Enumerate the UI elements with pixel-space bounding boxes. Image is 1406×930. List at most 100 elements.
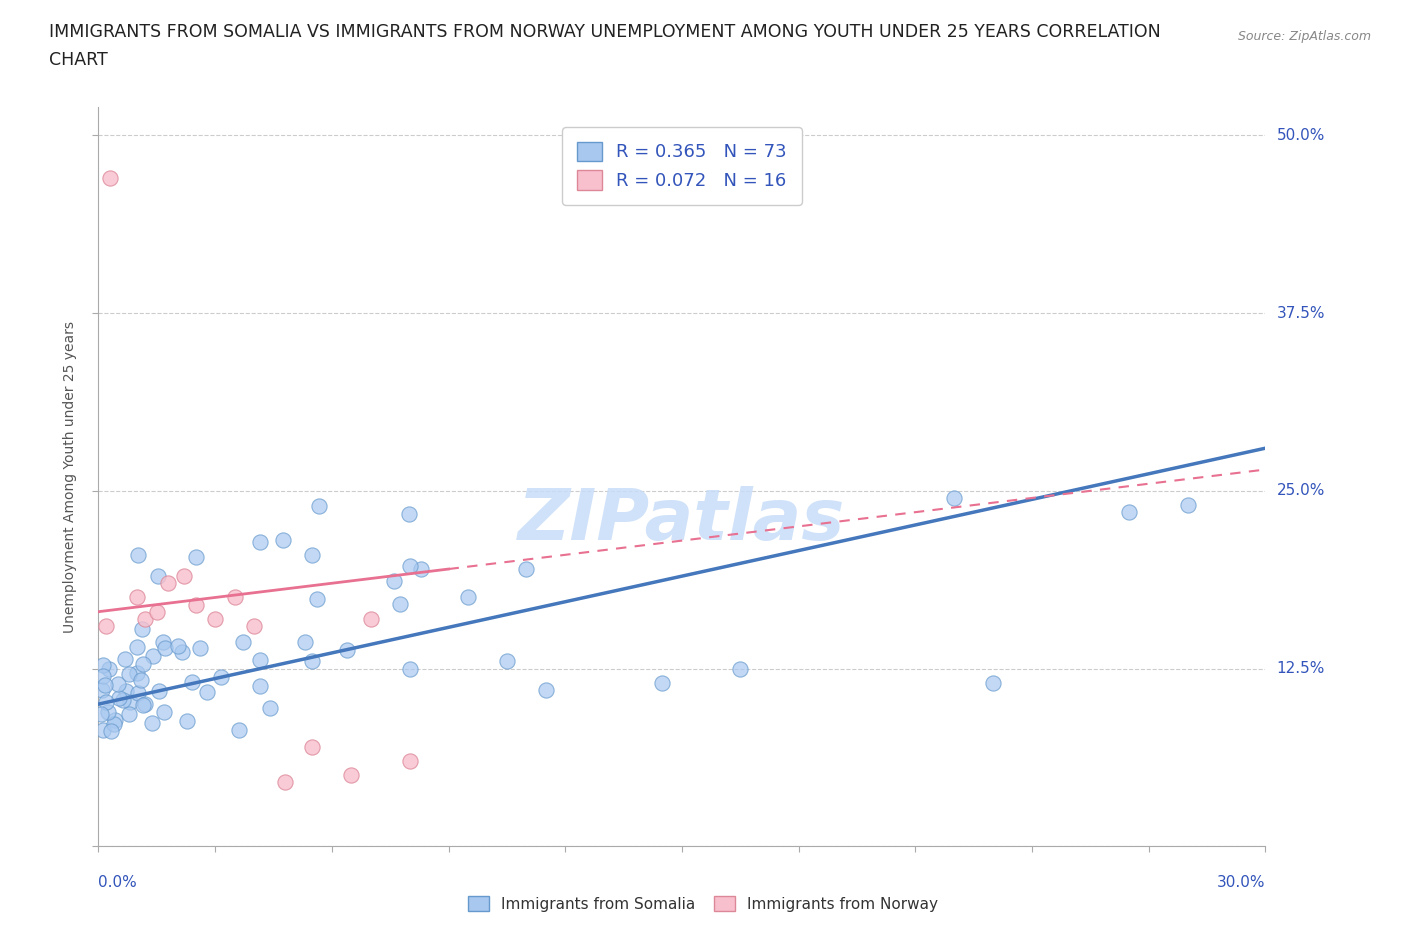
Point	[90, 707, 112, 722]
Text: ZIPatlas: ZIPatlas	[519, 486, 845, 555]
Point	[100, 724, 122, 738]
Point	[103, 716, 125, 731]
Point	[134, 698, 156, 712]
Point	[398, 662, 420, 677]
Point	[294, 635, 316, 650]
Point	[118, 695, 141, 710]
Point	[496, 654, 519, 669]
Legend: R = 0.365   N = 73, R = 0.072   N = 16: R = 0.365 N = 73, R = 0.072 N = 16	[562, 127, 801, 205]
Point	[184, 597, 207, 612]
Point	[107, 691, 129, 706]
Point	[94, 695, 117, 710]
Point	[94, 677, 117, 692]
Point	[93, 669, 115, 684]
Point	[1177, 498, 1199, 512]
Point	[388, 597, 411, 612]
Point	[152, 635, 174, 650]
Legend: Immigrants from Somalia, Immigrants from Norway: Immigrants from Somalia, Immigrants from…	[461, 889, 945, 918]
Point	[153, 640, 176, 655]
Point	[301, 739, 323, 754]
Point	[132, 657, 155, 671]
Text: 12.5%: 12.5%	[1277, 661, 1324, 676]
Point	[184, 550, 207, 565]
Text: 37.5%: 37.5%	[1277, 306, 1324, 321]
Point	[398, 507, 420, 522]
Text: 0.0%: 0.0%	[98, 875, 138, 890]
Point	[90, 683, 112, 698]
Point	[112, 693, 135, 708]
Point	[232, 634, 254, 649]
Text: Source: ZipAtlas.com: Source: ZipAtlas.com	[1237, 30, 1371, 43]
Point	[141, 715, 163, 730]
Point	[91, 723, 114, 737]
Point	[409, 562, 432, 577]
Y-axis label: Unemployment Among Youth under 25 years: Unemployment Among Youth under 25 years	[63, 321, 77, 632]
Point	[181, 674, 204, 689]
Point	[249, 679, 271, 694]
Text: IMMIGRANTS FROM SOMALIA VS IMMIGRANTS FROM NORWAY UNEMPLOYMENT AMONG YOUTH UNDER: IMMIGRANTS FROM SOMALIA VS IMMIGRANTS FR…	[49, 23, 1161, 41]
Point	[129, 672, 152, 687]
Point	[271, 533, 294, 548]
Point	[209, 670, 232, 684]
Point	[91, 658, 114, 672]
Text: CHART: CHART	[49, 51, 108, 69]
Point	[131, 698, 153, 712]
Point	[259, 700, 281, 715]
Point	[457, 590, 479, 604]
Point	[188, 640, 211, 655]
Point	[651, 675, 673, 690]
Point	[176, 713, 198, 728]
Point	[127, 640, 149, 655]
Point	[305, 591, 328, 606]
Point	[1118, 505, 1140, 520]
Point	[249, 535, 271, 550]
Point	[398, 753, 420, 768]
Point	[104, 713, 127, 728]
Point	[301, 654, 323, 669]
Point	[146, 604, 169, 619]
Point	[148, 568, 170, 583]
Point	[118, 707, 141, 722]
Point	[340, 768, 363, 783]
Point	[249, 653, 271, 668]
Point	[274, 775, 297, 790]
Point	[118, 666, 141, 681]
Point	[243, 618, 266, 633]
Point	[153, 705, 176, 720]
Point	[97, 705, 120, 720]
Point	[107, 677, 129, 692]
Point	[97, 662, 120, 677]
Point	[399, 558, 422, 573]
Point	[127, 590, 149, 604]
Point	[730, 661, 752, 676]
Point	[515, 562, 537, 577]
Point	[981, 675, 1004, 690]
Point	[360, 611, 382, 626]
Point	[308, 498, 330, 513]
Point	[134, 611, 156, 626]
Point	[170, 644, 193, 659]
Point	[131, 621, 153, 636]
Point	[943, 490, 966, 505]
Point	[204, 611, 226, 626]
Text: 30.0%: 30.0%	[1218, 875, 1265, 890]
Point	[382, 573, 405, 588]
Point	[167, 639, 190, 654]
Point	[98, 170, 121, 185]
Point	[336, 643, 359, 658]
Point	[96, 618, 118, 633]
Point	[224, 590, 246, 604]
Point	[157, 576, 180, 591]
Point	[301, 547, 323, 562]
Point	[173, 569, 195, 584]
Point	[534, 683, 557, 698]
Point	[148, 684, 170, 698]
Text: 25.0%: 25.0%	[1277, 484, 1324, 498]
Point	[127, 685, 149, 700]
Point	[114, 652, 136, 667]
Point	[142, 649, 165, 664]
Text: 50.0%: 50.0%	[1277, 128, 1324, 143]
Point	[195, 684, 218, 699]
Point	[115, 684, 138, 698]
Point	[228, 723, 250, 737]
